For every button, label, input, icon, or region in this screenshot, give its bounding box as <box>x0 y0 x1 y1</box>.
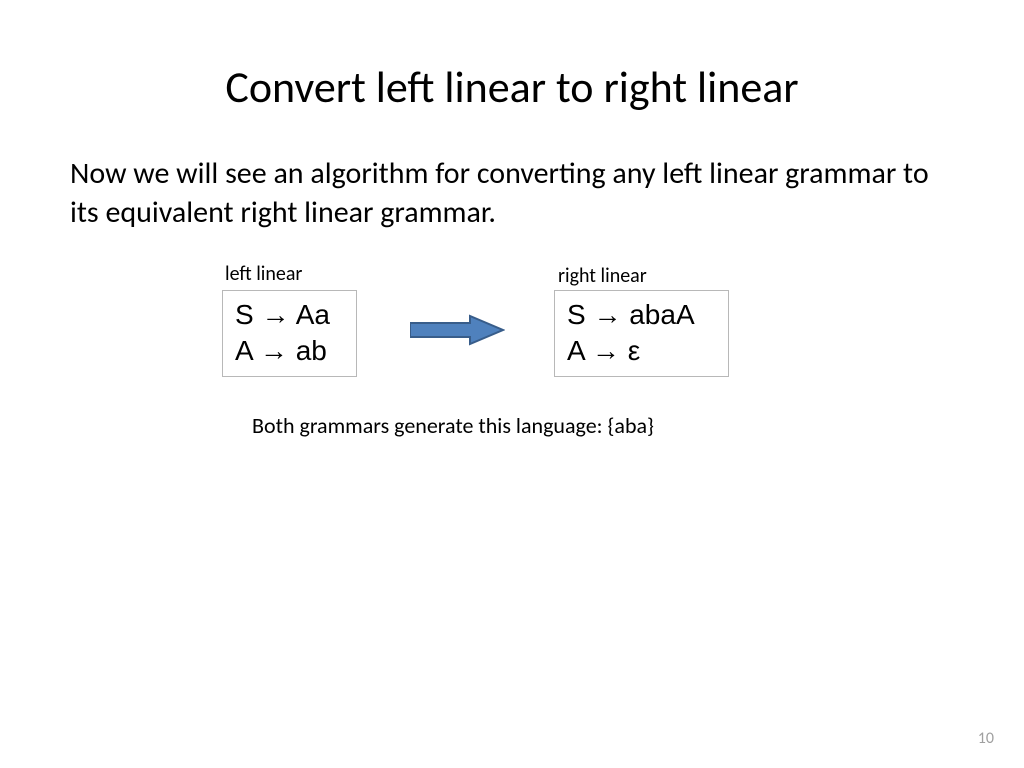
slide-title: Convert left linear to right linear <box>0 0 1024 114</box>
page-number: 10 <box>978 729 994 748</box>
right-grammar-label: right linear <box>558 264 647 288</box>
right-grammar-rule-1: S → abaA <box>567 297 716 333</box>
left-grammar-label: left linear <box>225 262 302 286</box>
arrow-icon <box>410 314 505 346</box>
right-grammar-rule-2: A → ε <box>567 333 716 369</box>
left-grammar-rule-1: S → Aa <box>235 297 344 333</box>
arrow-shape <box>410 316 503 344</box>
diagram-area: left linear right linear S → Aa A → ab S… <box>0 262 1024 462</box>
left-grammar-box: S → Aa A → ab <box>222 290 357 377</box>
body-paragraph: Now we will see an algorithm for convert… <box>0 114 1024 232</box>
diagram-caption: Both grammars generate this language: {a… <box>252 412 654 439</box>
left-grammar-rule-2: A → ab <box>235 333 344 369</box>
right-grammar-box: S → abaA A → ε <box>554 290 729 377</box>
